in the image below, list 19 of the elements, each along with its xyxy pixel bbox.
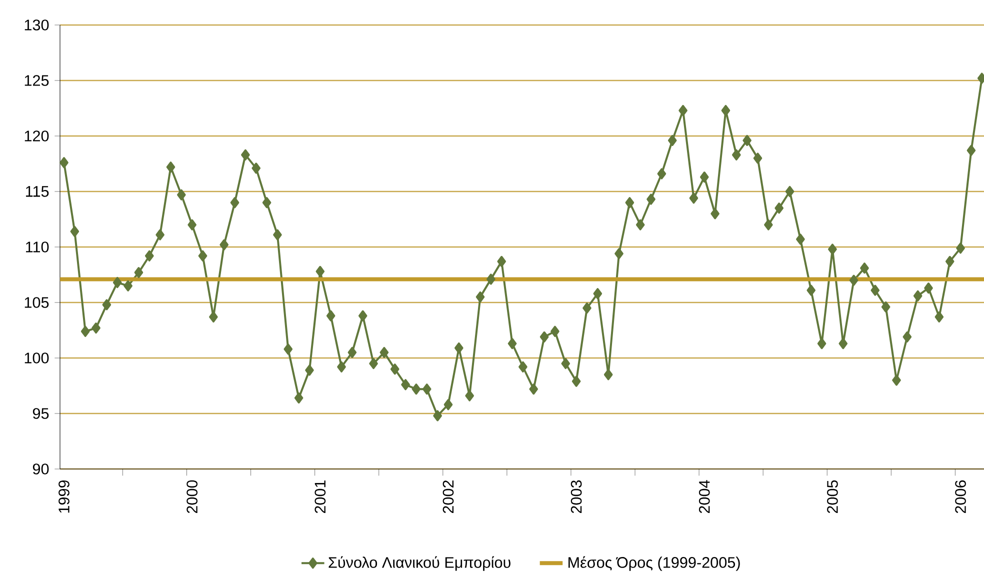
y-tick-label: 90 (32, 464, 49, 474)
y-tick-label: 125 (24, 75, 49, 86)
x-tick-label: 2006 (955, 480, 966, 514)
y-tick-label: 95 (32, 408, 49, 419)
y-tick-label: 110 (26, 242, 49, 252)
y-tick-label: 120 (24, 130, 49, 142)
y-tick-label: 115 (26, 186, 49, 197)
y-tick-label: 100 (24, 352, 49, 364)
legend-label: Μέσος Όρος (1999-2005) (568, 556, 740, 571)
legend-label: Σύνολο Λιανικού Εμπορίου (328, 556, 510, 571)
x-tick-label: 2003 (570, 480, 582, 514)
x-tick-label: 2000 (186, 480, 198, 514)
x-tick-label: 2005 (827, 480, 838, 514)
x-tick-label: 2002 (442, 480, 454, 514)
x-tick-label: 1999 (58, 480, 70, 513)
x-tick-label: 2004 (698, 480, 710, 514)
x-tick-label: 2001 (314, 480, 326, 514)
y-tick-label: 130 (24, 20, 49, 30)
y-tick-label: 105 (24, 297, 49, 308)
